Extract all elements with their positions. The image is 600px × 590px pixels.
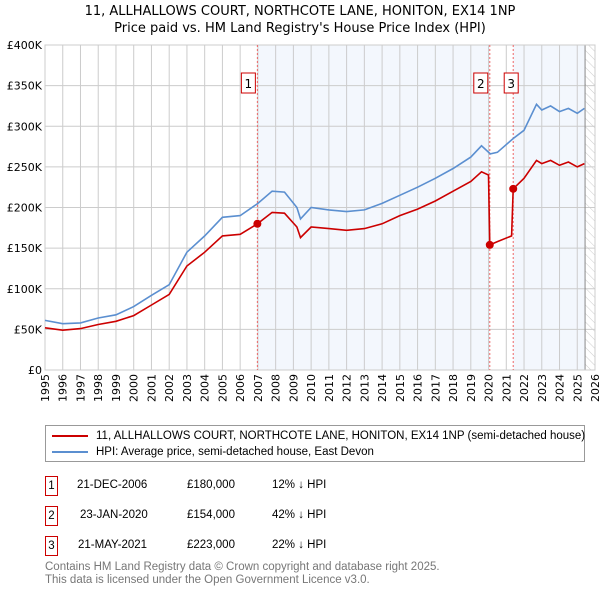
x-tick-label: 2012: [341, 374, 354, 402]
sale-badge: 1: [45, 476, 58, 496]
red-line-icon: [52, 435, 88, 437]
y-tick-label: £50K: [14, 323, 43, 336]
blue-line-icon: [52, 451, 88, 453]
x-tick-label: 2009: [287, 374, 300, 402]
price-chart: 1995 1996 1997 1998 1999 2000 2001 2002 2003 2004…: [7, 39, 600, 402]
x-tick-label: 2001: [145, 374, 158, 402]
x-tick-label: 2022: [518, 374, 531, 402]
x-tick-label: 2008: [270, 374, 283, 402]
marker-badge-box: [240, 72, 256, 94]
footer-copyright: Contains HM Land Registry data © Crown c…: [45, 561, 440, 573]
x-tick-label: 2002: [163, 374, 176, 402]
sale-date: 23-JAN-2020: [80, 509, 148, 521]
sale-point: [509, 184, 518, 193]
marker-badge-number: 1: [245, 77, 253, 91]
x-tick-label: 2023: [536, 374, 549, 402]
x-tick-label: 2021: [500, 374, 513, 402]
sale-row: 1 21-DEC-2006 £180,000 12% ↓ HPI: [45, 476, 545, 496]
x-tick-label: 2020: [483, 374, 496, 402]
sale-price: £154,000: [187, 509, 235, 521]
y-tick-label: £400K: [7, 39, 43, 52]
sale-price: £180,000: [187, 479, 235, 491]
x-tick-label: 1999: [110, 374, 123, 402]
legend-label: HPI: Average price, semi-detached house,…: [96, 446, 374, 458]
x-tick-label: 2014: [376, 374, 389, 402]
marker-badge-number: 2: [477, 77, 485, 91]
legend-label: 11, ALLHALLOWS COURT, NORTHCOTE LANE, HO…: [96, 430, 586, 442]
y-tick-label: £200K: [7, 202, 43, 215]
x-tick-label: 2016: [412, 374, 425, 402]
x-tick-label: 1995: [39, 374, 52, 402]
chart-subtitle: Price paid vs. HM Land Registry's House …: [114, 21, 486, 36]
x-tick-label: 2024: [554, 374, 567, 402]
sale-hpi-diff: 12% ↓ HPI: [272, 479, 327, 491]
footer-licence: This data is licensed under the Open Gov…: [45, 574, 370, 586]
marker-badge-box: [503, 72, 519, 94]
x-tick-label: 2005: [216, 374, 229, 402]
chart-title: 11, ALLHALLOWS COURT, NORTHCOTE LANE, HO…: [84, 4, 516, 19]
x-tick-label: 2017: [429, 374, 442, 402]
marker-badge-number: 3: [507, 77, 515, 91]
sale-row: 3 21-MAY-2021 £223,000 22% ↓ HPI: [45, 536, 545, 556]
y-tick-label: £150K: [7, 242, 43, 255]
legend-item-hpi: HPI: Average price, semi-detached house,…: [52, 445, 374, 459]
y-tick-label: £100K: [7, 283, 43, 296]
plot-frame: [44, 44, 596, 371]
hpi-series-line: [44, 102, 585, 325]
x-tick-label: 2010: [305, 374, 318, 402]
x-tick-label: 2018: [447, 374, 460, 402]
x-tick-label: 1997: [74, 374, 87, 402]
sale-hpi-diff: 22% ↓ HPI: [272, 539, 327, 551]
x-tick-label: 2004: [199, 374, 212, 402]
y-tick-label: £0: [28, 364, 42, 377]
x-tick-label: 2007: [252, 374, 265, 402]
sale-badge: 2: [45, 506, 58, 526]
x-tick-label: 2013: [358, 374, 371, 402]
marker-badge-box: [473, 72, 489, 94]
y-tick-label: £250K: [7, 161, 43, 174]
x-tick-label: 1998: [92, 374, 105, 402]
sale-badge: 3: [45, 536, 58, 556]
legend-item-property: 11, ALLHALLOWS COURT, NORTHCOTE LANE, HO…: [52, 429, 585, 443]
x-tick-label: 2003: [181, 374, 194, 402]
x-tick-label: 2025: [571, 374, 584, 402]
price-paid-series-line: [44, 159, 585, 332]
sale-point: [485, 240, 494, 249]
x-tick-label: 2006: [234, 374, 247, 402]
sale-date: 21-MAY-2021: [78, 539, 148, 551]
sale-hpi-diff: 42% ↓ HPI: [272, 509, 327, 521]
sale-marker-label: 1: [240, 72, 256, 94]
x-tick-label: 1996: [57, 374, 70, 402]
sale-date: 21-DEC-2006: [77, 479, 148, 491]
x-tick-label: 2019: [465, 374, 478, 402]
sale-marker-label: 2: [473, 72, 489, 94]
x-tick-label: 2011: [323, 374, 336, 402]
x-tick-label: 2026: [589, 374, 600, 402]
y-tick-label: £350K: [7, 80, 43, 93]
sale-marker-label: 3: [503, 72, 519, 94]
sale-row: 2 23-JAN-2020 £154,000 42% ↓ HPI: [45, 506, 545, 526]
sale-price: £223,000: [187, 539, 235, 551]
sale-point: [253, 219, 262, 228]
y-tick-label: £300K: [7, 120, 43, 133]
legend: 11, ALLHALLOWS COURT, NORTHCOTE LANE, HO…: [45, 425, 585, 462]
x-tick-label: 2000: [128, 374, 141, 402]
x-tick-label: 2015: [394, 374, 407, 402]
